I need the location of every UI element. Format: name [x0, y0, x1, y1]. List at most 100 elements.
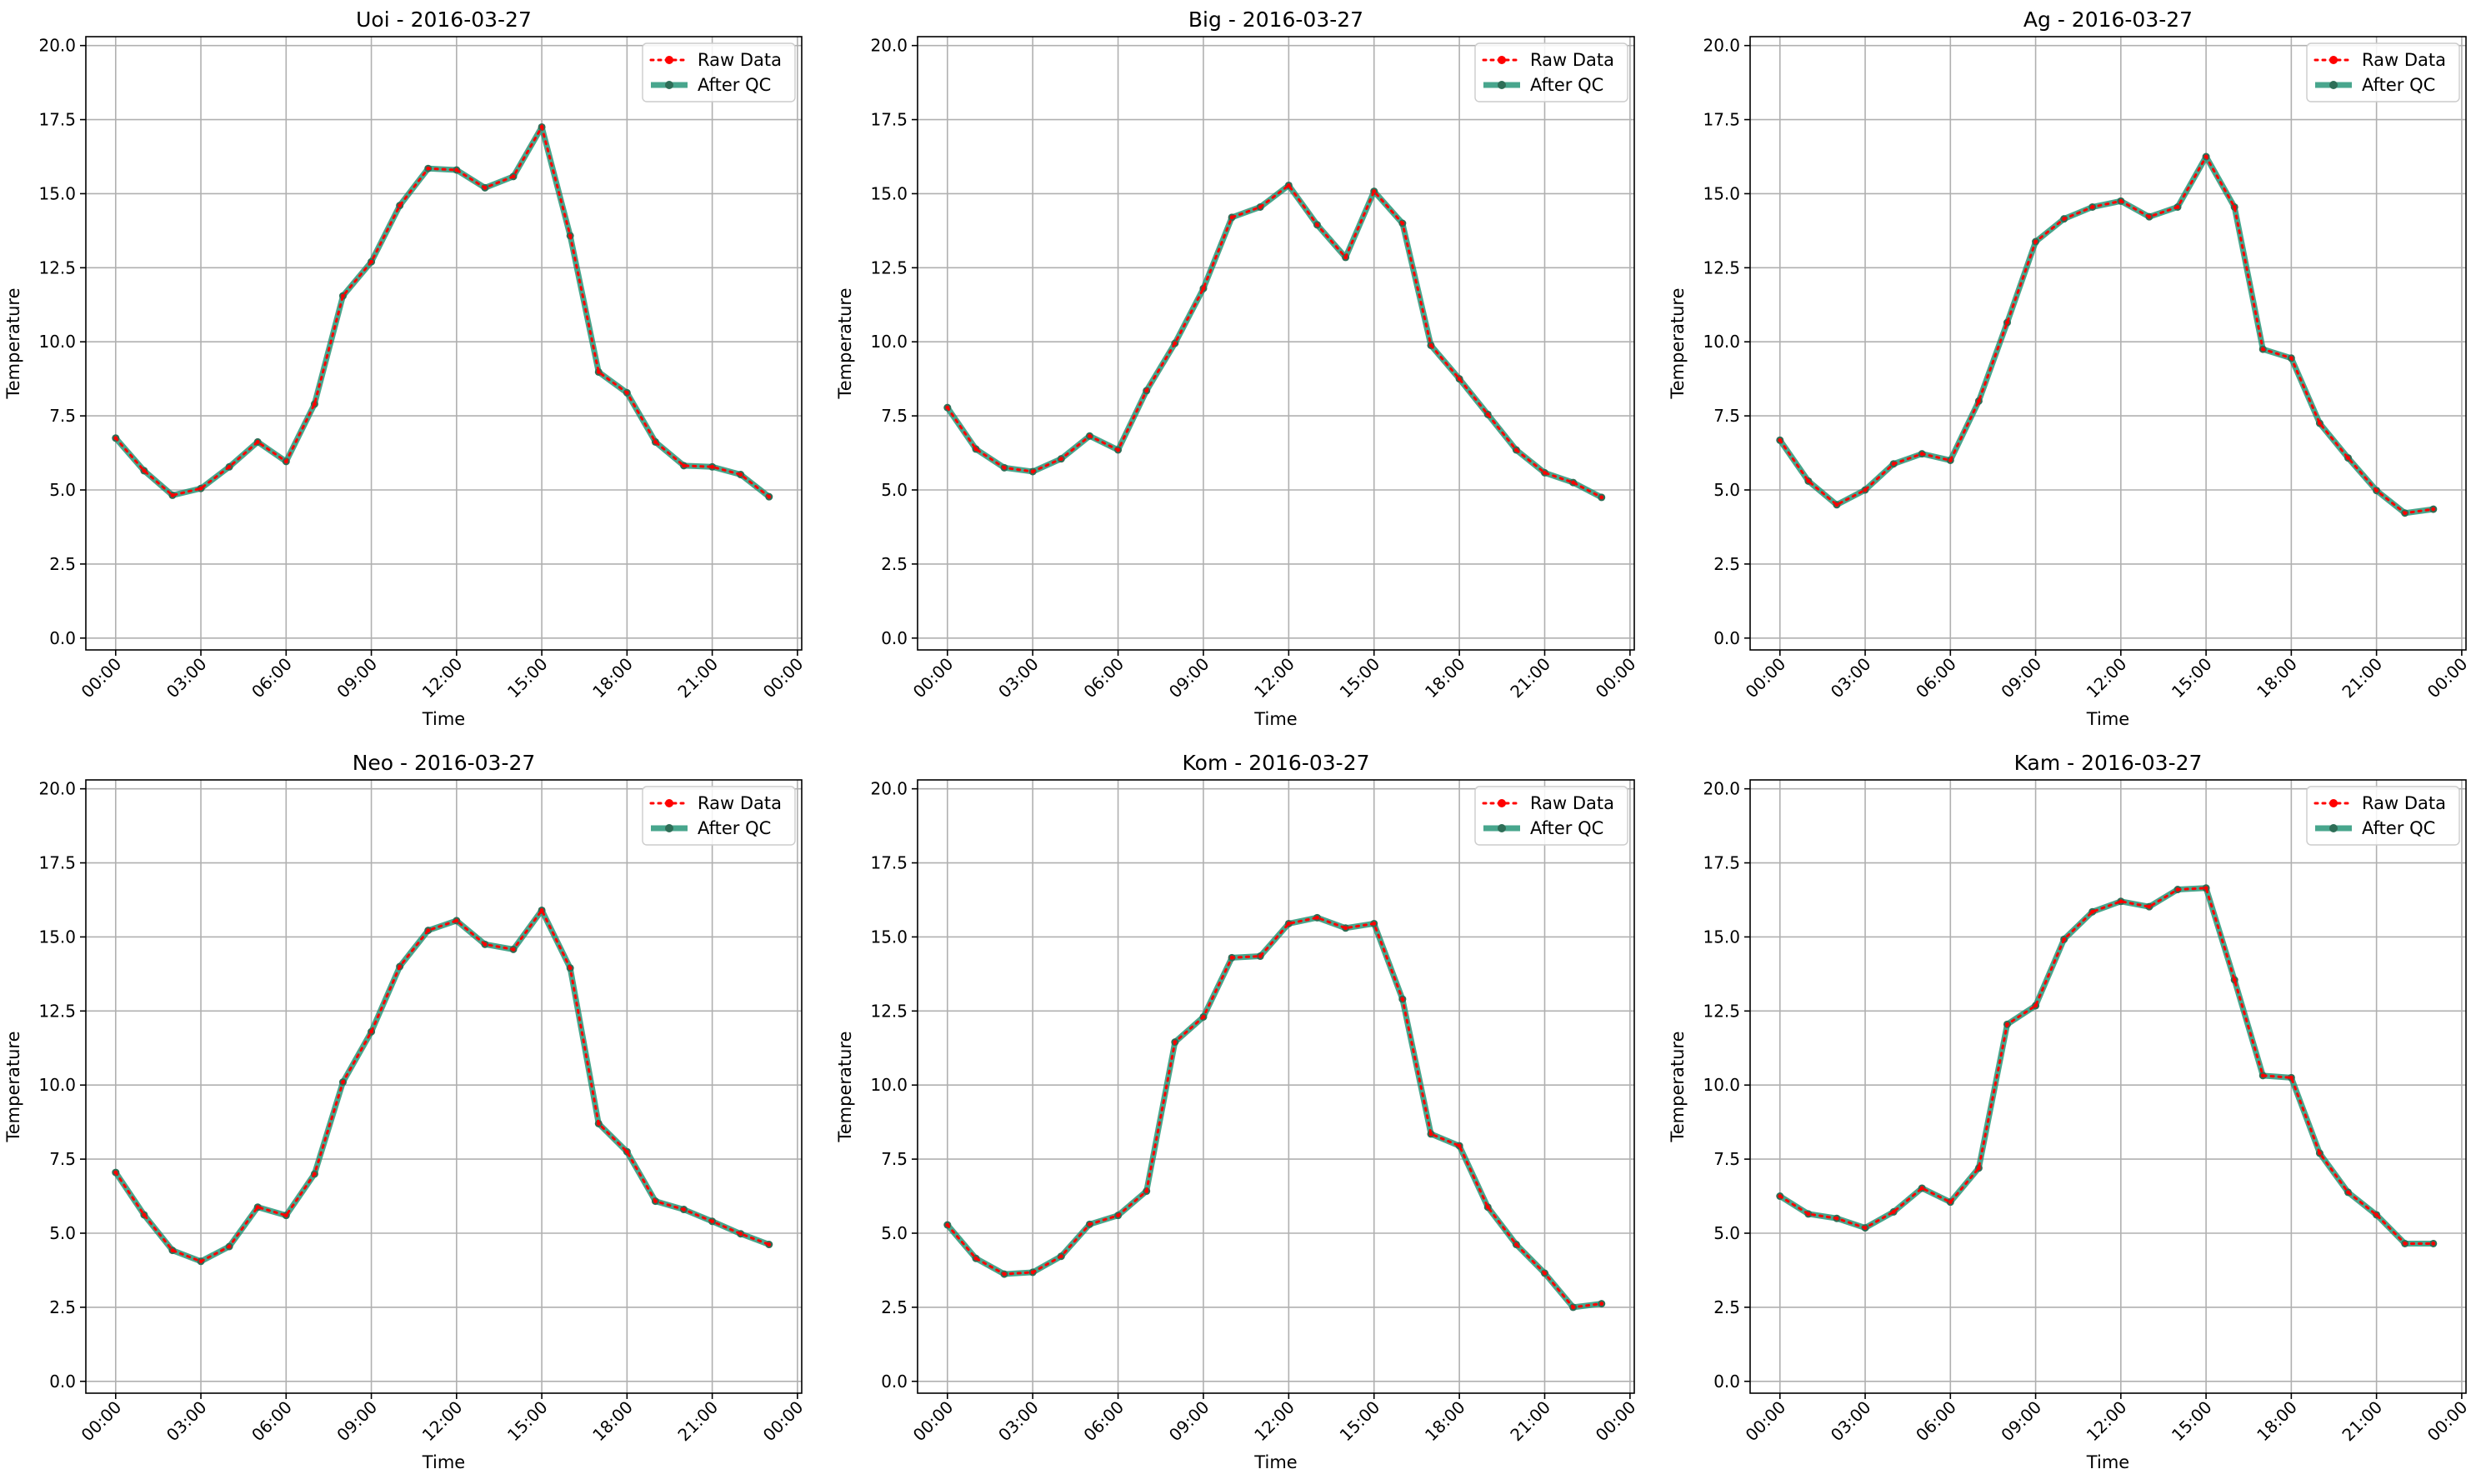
y-tick-label: 20.0 — [870, 779, 908, 799]
y-axis-label: Temperature — [3, 287, 23, 399]
y-tick-label: 20.0 — [870, 36, 908, 56]
x-tick-label: 09:00 — [333, 654, 381, 702]
data-point-raw-data — [113, 436, 118, 441]
y-tick-label: 12.5 — [1703, 1001, 1740, 1021]
data-point-raw-data — [2288, 356, 2293, 361]
data-point-raw-data — [945, 1222, 950, 1227]
x-tick-label: 09:00 — [1997, 654, 2045, 702]
data-point-raw-data — [1258, 954, 1263, 958]
y-tick-label: 0.0 — [49, 628, 76, 648]
data-point-raw-data — [142, 468, 147, 473]
series-line-raw-data — [1778, 887, 2435, 1245]
legend-label-after-qc: After QC — [2362, 75, 2435, 95]
data-point-raw-data — [1201, 286, 1206, 291]
data-point-raw-data — [454, 167, 459, 172]
data-point-raw-data — [1948, 458, 1953, 462]
data-point-raw-data — [2090, 205, 2095, 209]
data-point-raw-data — [1919, 1186, 1924, 1191]
y-tick-label: 5.0 — [881, 480, 908, 500]
x-tick-label: 15:00 — [2168, 654, 2216, 702]
data-point-raw-data — [1977, 1166, 1981, 1171]
x-tick-label: 00:00 — [78, 654, 126, 702]
y-tick-label: 2.5 — [881, 554, 908, 574]
x-tick-label: 09:00 — [333, 1397, 381, 1446]
x-axis-label: Time — [422, 1452, 465, 1472]
data-point-raw-data — [1599, 495, 1604, 500]
data-point-raw-data — [568, 233, 573, 238]
x-tick-label: 12:00 — [2083, 654, 2131, 702]
y-tick-label: 15.0 — [1703, 183, 1740, 203]
series-line-raw-data — [114, 123, 771, 498]
x-tick-label: 09:00 — [1165, 654, 1213, 702]
x-tick-label: 12:00 — [1250, 654, 1298, 702]
y-tick-label: 17.5 — [1703, 110, 1740, 130]
axes-frame — [1749, 779, 2467, 1394]
x-axis-label: Time — [1253, 709, 1297, 729]
legend-marker-after-qc — [1498, 824, 1506, 832]
x-axis-label: Time — [2086, 1452, 2129, 1472]
data-point-raw-data — [1002, 1272, 1007, 1277]
data-point-raw-data — [973, 1256, 978, 1261]
data-point-raw-data — [369, 1029, 373, 1034]
data-point-raw-data — [1286, 922, 1291, 926]
y-tick-label: 2.5 — [881, 1297, 908, 1317]
data-point-raw-data — [170, 493, 175, 497]
y-axis-label: Temperature — [3, 1031, 23, 1142]
legend-label-raw-data: Raw Data — [2362, 793, 2446, 813]
data-point-raw-data — [2203, 154, 2208, 159]
legend-marker-after-qc — [1498, 81, 1506, 89]
data-point-raw-data — [2118, 198, 2123, 203]
data-point-raw-data — [539, 125, 544, 129]
y-tick-label: 2.5 — [49, 554, 76, 574]
series-line-raw-data — [946, 916, 1603, 1309]
data-point-raw-data — [738, 472, 743, 477]
data-point-raw-data — [1513, 447, 1518, 452]
data-point-raw-data — [255, 1205, 260, 1210]
y-tick-label: 2.5 — [49, 1297, 76, 1317]
data-point-raw-data — [1258, 205, 1263, 209]
data-point-raw-data — [1543, 1271, 1547, 1276]
data-point-raw-data — [1116, 447, 1120, 452]
data-point-raw-data — [2062, 937, 2067, 942]
data-point-raw-data — [1485, 412, 1490, 417]
data-point-raw-data — [1002, 465, 1007, 470]
x-tick-label: 00:00 — [759, 1397, 808, 1446]
data-point-raw-data — [1173, 341, 1178, 346]
x-tick-label: 00:00 — [1592, 654, 1640, 702]
y-tick-label: 7.5 — [881, 1149, 908, 1169]
data-point-raw-data — [2431, 507, 2436, 512]
x-tick-label: 21:00 — [1506, 1397, 1554, 1446]
y-tick-label: 5.0 — [881, 1223, 908, 1243]
x-tick-label: 00:00 — [1742, 654, 1790, 702]
x-tick-label: 21:00 — [2338, 654, 2386, 702]
data-point-raw-data — [1343, 926, 1348, 931]
data-point-raw-data — [1400, 221, 1405, 226]
axes-frame — [1749, 36, 2467, 651]
x-tick-label: 18:00 — [2253, 654, 2301, 702]
legend-label-after-qc: After QC — [698, 818, 771, 838]
y-tick-label: 12.5 — [1703, 257, 1740, 277]
y-tick-label: 17.5 — [870, 853, 908, 873]
data-point-raw-data — [2374, 1212, 2379, 1217]
chart-title: Neo - 2016-03-27 — [353, 751, 536, 775]
x-axis-label: Time — [1253, 1452, 1297, 1472]
data-point-raw-data — [568, 966, 573, 971]
data-point-raw-data — [198, 1259, 203, 1264]
data-point-raw-data — [2260, 347, 2265, 352]
x-tick-label: 12:00 — [2083, 1397, 2131, 1446]
data-point-raw-data — [2033, 1003, 2038, 1008]
data-point-raw-data — [2431, 1242, 2436, 1246]
data-point-raw-data — [624, 390, 629, 395]
panel-2: 0.0 2.5 5.0 7.5 10.0 12.5 15.0 17.5 20.0 00:00 03:… — [1668, 7, 2471, 729]
data-point-raw-data — [596, 370, 601, 374]
y-tick-label: 17.5 — [38, 110, 76, 130]
y-tick-label: 20.0 — [38, 779, 76, 799]
y-tick-label: 12.5 — [870, 257, 908, 277]
data-point-raw-data — [341, 293, 345, 298]
data-point-raw-data — [1571, 480, 1576, 485]
legend-marker-after-qc — [2329, 81, 2338, 89]
data-point-raw-data — [1834, 502, 1839, 507]
data-point-raw-data — [198, 486, 203, 491]
x-tick-label: 06:00 — [1912, 1397, 1960, 1446]
data-point-raw-data — [2346, 456, 2350, 460]
